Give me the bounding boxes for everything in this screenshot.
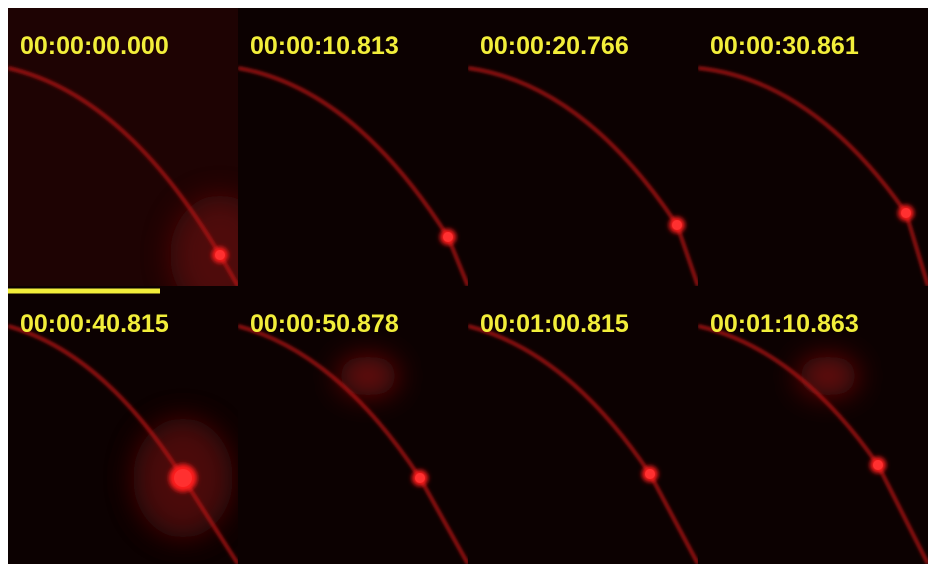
bead bbox=[672, 220, 682, 230]
bead bbox=[174, 469, 192, 487]
timestamp: 00:01:00.815 bbox=[480, 310, 629, 338]
timestamp: 00:00:30.861 bbox=[710, 32, 859, 60]
frame: 00:00:00.000 bbox=[8, 8, 270, 315]
frame: 00:00:50.878 bbox=[238, 286, 468, 564]
bead bbox=[645, 469, 655, 479]
page: 00:00:00.000 00:00:10.813 00:00:20.766 00:0… bbox=[0, 0, 934, 572]
frame: 00:01:10.863 bbox=[698, 286, 928, 564]
frame: 00:00:10.813 bbox=[238, 8, 468, 286]
timestamp: 00:00:20.766 bbox=[480, 32, 629, 60]
timestamp: 00:01:10.863 bbox=[710, 310, 859, 338]
timestamp: 00:00:40.815 bbox=[20, 310, 169, 338]
bead bbox=[873, 460, 883, 470]
timestamp: 00:00:50.878 bbox=[250, 310, 399, 338]
bead bbox=[901, 208, 911, 218]
timestamp: 00:00:10.813 bbox=[250, 32, 399, 60]
haze bbox=[798, 356, 858, 396]
montage: 00:00:00.000 00:00:10.813 00:00:20.766 00:0… bbox=[0, 0, 934, 572]
bead bbox=[215, 250, 225, 260]
frame: 00:00:20.766 bbox=[468, 8, 698, 286]
bead bbox=[443, 232, 453, 242]
bead bbox=[415, 473, 425, 483]
frame: 00:00:40.815 bbox=[8, 286, 238, 564]
timestamp: 00:00:00.000 bbox=[20, 32, 169, 60]
frame: 00:01:00.815 bbox=[468, 286, 698, 564]
frame: 00:00:30.861 bbox=[698, 8, 928, 286]
